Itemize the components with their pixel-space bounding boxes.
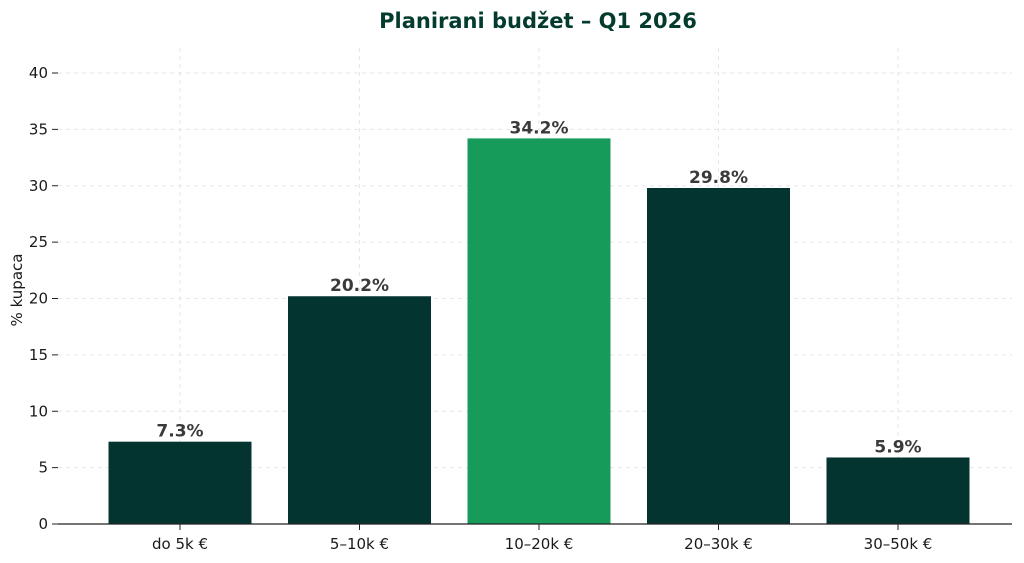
y-axis-label: % kupaca	[8, 254, 26, 327]
x-tick-label: 20–30k €	[684, 535, 753, 553]
y-tick-label: 25	[29, 233, 48, 251]
chart-title: Planirani budžet – Q1 2026	[379, 9, 697, 33]
y-tick-label: 10	[29, 402, 48, 420]
y-tick-label: 0	[38, 515, 48, 533]
bar	[288, 296, 431, 524]
y-tick-label: 20	[29, 290, 48, 308]
y-tick-label: 40	[29, 64, 48, 82]
y-tick-label: 15	[29, 346, 48, 364]
data-label: 20.2%	[330, 276, 389, 296]
x-tick-label: do 5k €	[152, 535, 208, 553]
data-label: 34.2%	[510, 118, 569, 138]
x-tick-label: 30–50k €	[864, 535, 933, 553]
data-label: 5.9%	[874, 437, 921, 457]
bars	[108, 138, 970, 524]
bar	[108, 441, 252, 524]
y-tick-label: 35	[29, 120, 48, 138]
x-tick-label: 5–10k €	[330, 535, 389, 553]
bar	[467, 138, 611, 524]
y-axis-ticks: 0 5 10 15 20 25 30 35 40	[29, 64, 58, 533]
bar	[826, 457, 970, 524]
y-tick-label: 5	[38, 459, 48, 477]
data-labels: 7.3% 20.2% 34.2% 29.8% 5.9%	[156, 118, 921, 457]
x-tick-label: 10–20k €	[505, 535, 574, 553]
bar	[647, 188, 790, 524]
x-axis-ticks: do 5k € 5–10k € 10–20k € 20–30k € 30–50k €	[152, 524, 932, 553]
data-label: 7.3%	[156, 422, 203, 442]
data-label: 29.8%	[689, 168, 748, 188]
y-tick-label: 30	[29, 177, 48, 195]
